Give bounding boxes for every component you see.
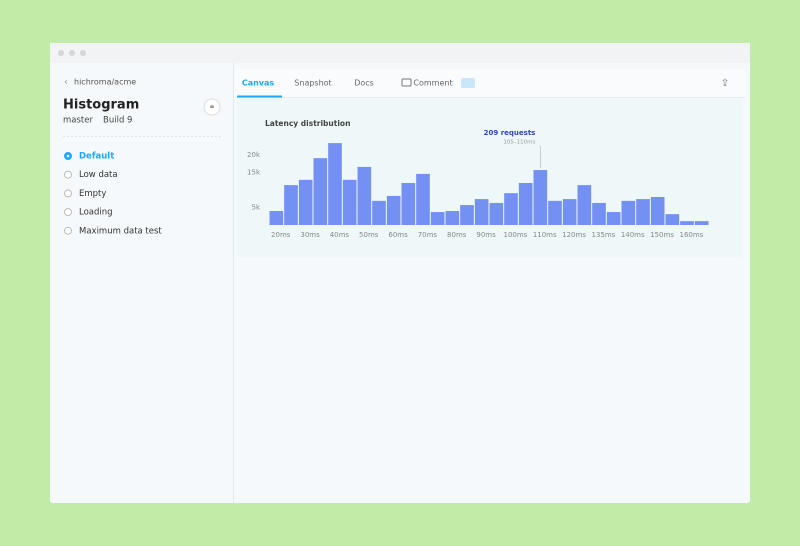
comment-icon — [401, 78, 412, 87]
bar[interactable] — [680, 221, 694, 225]
bar[interactable] — [489, 202, 504, 225]
bar[interactable] — [328, 143, 342, 225]
story-item[interactable]: Maximum data test — [79, 226, 162, 236]
window-dot[interactable] — [80, 50, 86, 56]
x-tick-label: 50ms — [359, 231, 379, 239]
x-tick-label: 135ms — [591, 231, 615, 239]
chart-title: Latency distribution — [265, 119, 350, 128]
bar[interactable] — [533, 170, 548, 225]
x-tick-label: 40ms — [330, 231, 350, 239]
tab[interactable]: Docs — [354, 79, 374, 88]
bar[interactable] — [606, 212, 621, 225]
bar[interactable] — [342, 179, 357, 225]
window-dot[interactable] — [58, 50, 64, 56]
story-title: Histogram — [63, 98, 139, 113]
y-tick-label: 20k — [247, 151, 261, 159]
x-tick-label: 160ms — [679, 231, 703, 239]
bar[interactable] — [562, 199, 577, 225]
build[interactable]: Build 9 — [103, 116, 132, 126]
story-item[interactable]: Low data — [79, 170, 118, 180]
bar[interactable] — [430, 212, 445, 225]
x-tick-label: 30ms — [300, 231, 320, 239]
bar[interactable] — [401, 183, 416, 225]
bar[interactable] — [504, 193, 518, 225]
bar[interactable] — [665, 214, 680, 225]
bar[interactable] — [474, 199, 489, 225]
bar[interactable] — [460, 205, 474, 225]
tabs: Canvas Snapshot Docs Comment — [242, 79, 453, 88]
back-icon[interactable]: ‹ — [64, 78, 68, 88]
bar[interactable] — [372, 200, 386, 225]
title-bar — [50, 43, 750, 63]
bar[interactable] — [298, 179, 313, 225]
bar[interactable] — [386, 195, 401, 225]
tooltip-title: 209 requests — [484, 129, 536, 137]
tooltip-subtitle: 105–110ms — [503, 140, 535, 146]
bar[interactable] — [636, 199, 650, 225]
x-tick-label: 120ms — [562, 231, 586, 239]
x-tick-label: 90ms — [476, 231, 496, 239]
link-button[interactable] — [203, 98, 221, 116]
story-item[interactable]: Default — [79, 152, 114, 162]
radio[interactable] — [64, 208, 72, 217]
branch[interactable]: master — [63, 116, 93, 126]
bar[interactable] — [284, 185, 298, 225]
story-item[interactable]: Empty — [79, 189, 106, 199]
x-tick-label: 80ms — [447, 231, 467, 239]
chart: 20k 15k 5k 20ms 30ms 40ms 50ms 60ms 70ms 80ms 90ms… — [247, 129, 709, 239]
x-tick-label: 110ms — [533, 231, 557, 239]
radio[interactable] — [64, 170, 72, 179]
y-tick-label: 5k — [251, 204, 260, 212]
bar[interactable] — [518, 183, 533, 225]
link-icon: ⚭ — [209, 103, 216, 112]
bar[interactable] — [313, 158, 328, 225]
radio[interactable] — [64, 189, 72, 198]
bar[interactable] — [416, 173, 430, 225]
tab[interactable]: Snapshot — [294, 79, 331, 88]
x-tick-label: 60ms — [388, 231, 408, 239]
bar[interactable] — [445, 211, 460, 225]
bar[interactable] — [577, 185, 592, 225]
x-tick-label: 100ms — [503, 231, 527, 239]
y-tick-label: 15k — [247, 169, 261, 177]
x-tick-label: 70ms — [418, 231, 438, 239]
bar[interactable] — [650, 197, 665, 225]
window-dot[interactable] — [69, 50, 75, 56]
bar[interactable] — [357, 166, 372, 225]
bar[interactable] — [694, 221, 709, 225]
x-tick-label: 140ms — [621, 231, 645, 239]
story-item[interactable]: Loading — [79, 208, 113, 218]
breadcrumb[interactable]: hichroma/acme — [74, 78, 136, 87]
tab-bar — [235, 69, 745, 97]
x-tick-label: 150ms — [650, 231, 674, 239]
share-icon[interactable]: ⇪ — [721, 78, 729, 89]
story-list: Default Low data Empty Loading Maximum data … — [64, 152, 162, 236]
radio-dot — [66, 154, 70, 158]
radio[interactable] — [64, 226, 72, 235]
tab[interactable]: Canvas — [242, 79, 275, 88]
tab[interactable]: Comment — [413, 79, 452, 88]
bar[interactable] — [548, 200, 562, 225]
badge[interactable] — [461, 78, 475, 88]
bar[interactable] — [621, 200, 636, 225]
x-tick-label: 20ms — [271, 231, 291, 239]
bar[interactable] — [269, 211, 284, 225]
bar[interactable] — [592, 202, 606, 225]
